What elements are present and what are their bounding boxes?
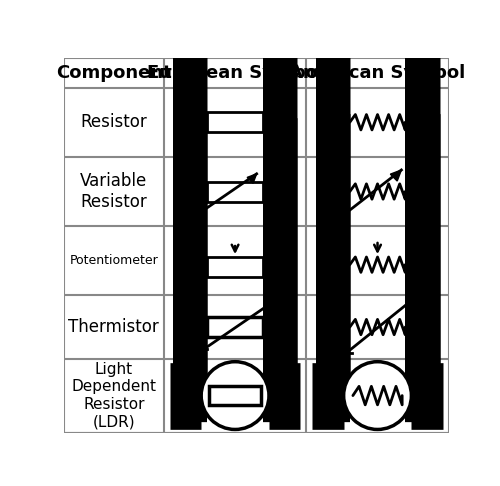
Text: Light
Dependent
Resistor
(LDR): Light Dependent Resistor (LDR) [72, 362, 156, 429]
Text: European Symbol: European Symbol [146, 64, 324, 82]
Text: Potentiometer: Potentiometer [70, 254, 158, 267]
Text: Resistor: Resistor [80, 113, 147, 131]
Polygon shape [390, 170, 402, 181]
Text: Thermistor: Thermistor [68, 318, 159, 336]
Text: American Symbol: American Symbol [290, 64, 466, 82]
Bar [208, 112, 263, 132]
Polygon shape [247, 174, 256, 183]
Bar [209, 386, 262, 405]
Text: Component: Component [56, 64, 172, 82]
Circle shape [201, 362, 269, 430]
Circle shape [344, 362, 411, 430]
Bar [208, 257, 263, 277]
Bar [208, 317, 263, 337]
Bar [208, 181, 263, 202]
Text: Variable
Resistor: Variable Resistor [80, 172, 148, 211]
